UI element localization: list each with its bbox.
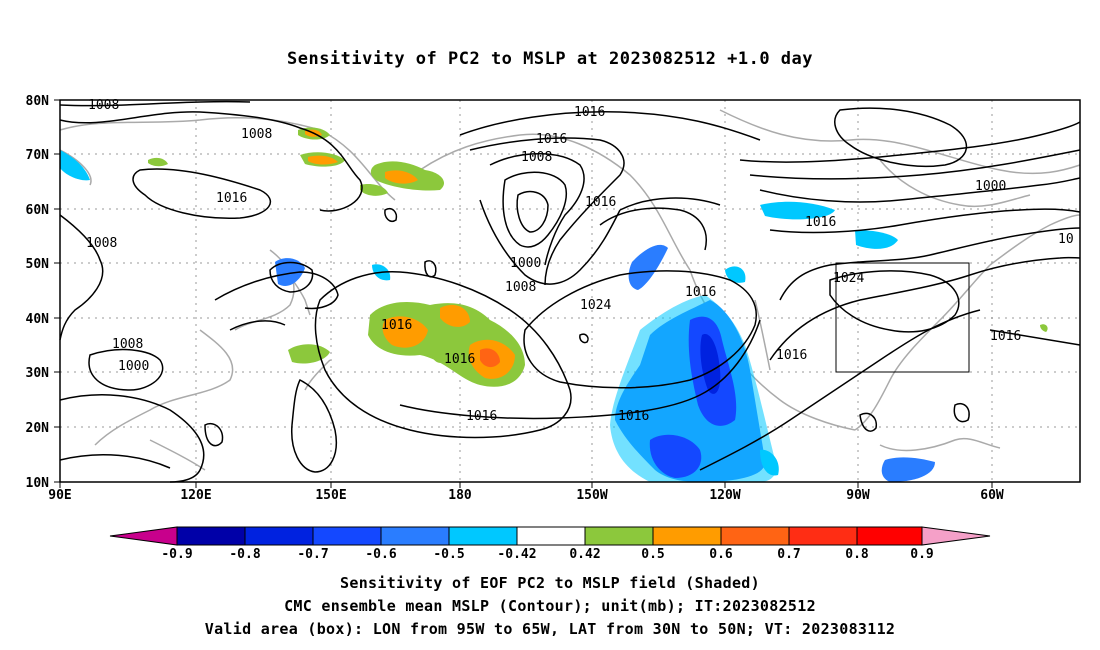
caption-line-2: CMC ensemble mean MSLP (Contour); unit(m…: [284, 597, 816, 615]
contour-label: 1016: [381, 318, 412, 333]
colorbar-label: 0.7: [777, 547, 800, 562]
lat-label: 40N: [26, 312, 50, 327]
contour-label: 1008: [521, 150, 552, 165]
valid-area-box: [835, 262, 970, 373]
contour-label: 1000: [975, 179, 1006, 194]
contour-label: 10: [1058, 232, 1074, 247]
lon-labels: 90E 120E 150E 180 150W 120W 90W 60W: [48, 488, 1004, 503]
negative-sensitivity-areas: [60, 150, 935, 482]
colorbar-label: 0.9: [910, 547, 933, 562]
grid-lines: [60, 100, 1080, 482]
colorbar-label: -0.7: [297, 547, 328, 562]
lon-label: 120E: [180, 488, 211, 503]
colorbar-label: -0.5: [433, 547, 464, 562]
map-title: Sensitivity of PC2 to MSLP at 2023082512…: [286, 49, 813, 69]
colorbar-label: -0.6: [365, 547, 396, 562]
contour-label: 1016: [466, 409, 497, 424]
caption-line-3: Valid area (box): LON from 95W to 65W, L…: [204, 620, 896, 638]
colorbar-label: 0.6: [709, 547, 733, 562]
colorbar-label: -0.42: [497, 547, 536, 562]
contour-label: 1024: [580, 298, 611, 313]
contour-label: 1016: [805, 215, 836, 230]
contour-label: 1008: [241, 127, 272, 142]
contour-label: 1008: [112, 337, 143, 352]
lon-label: 180: [448, 488, 472, 503]
contour-label: 1016: [990, 329, 1021, 344]
contour-label: 1016: [685, 285, 716, 300]
colorbar-swatch: [176, 526, 246, 546]
contour-label: 1016: [216, 191, 247, 206]
colorbar-swatch: [720, 526, 790, 546]
colorbar-label: 0.42: [569, 547, 600, 562]
colorbar-swatch: [652, 526, 722, 546]
lon-label: 60W: [980, 488, 1004, 503]
lat-label: 20N: [26, 421, 50, 436]
map-frame: [59, 99, 1081, 483]
lat-label: 70N: [26, 148, 50, 163]
colorbar-left-arrow: [109, 526, 178, 546]
coastlines: [59, 109, 1081, 471]
colorbar-label: 0.5: [641, 547, 664, 562]
lon-label: 90W: [846, 488, 870, 503]
colorbar-swatch: [584, 526, 654, 546]
lat-label: 50N: [26, 257, 50, 272]
tick-marks: [54, 99, 993, 488]
lat-labels: 80N 70N 60N 50N 40N 30N 20N 10N: [26, 94, 50, 491]
colorbar-label: -0.8: [229, 547, 260, 562]
colorbar-swatch: [244, 526, 314, 546]
colorbar-swatch: [856, 526, 923, 546]
colorbar-swatch: [788, 526, 858, 546]
contour-label: 1008: [88, 98, 119, 113]
colorbar-swatch: [380, 526, 450, 546]
contour-label: 1016: [776, 348, 807, 363]
lat-label: 60N: [26, 203, 50, 218]
contour-label-group: 1008 1008 1016 1008 1016 1016 1008 1016 …: [86, 98, 1074, 424]
contour-label: 1000: [510, 256, 541, 271]
lon-label: 150W: [576, 488, 607, 503]
contour-label: 1016: [444, 352, 475, 367]
lat-label: 10N: [26, 476, 50, 491]
contour-label: 1016: [585, 195, 616, 210]
colorbar: -0.9 -0.8 -0.7 -0.6 -0.5 -0.42 0.42 0.5 …: [109, 526, 991, 562]
lon-label: 120W: [709, 488, 740, 503]
lon-label: 90E: [48, 488, 71, 503]
contour-label: 1000: [118, 359, 149, 374]
colorbar-label: -0.9: [161, 547, 192, 562]
contour-label: 1008: [86, 236, 117, 251]
caption-line-1: Sensitivity of EOF PC2 to MSLP field (Sh…: [340, 574, 760, 592]
colorbar-label: 0.8: [845, 547, 869, 562]
contour-label: 1016: [574, 105, 605, 120]
colorbar-right-arrow: [921, 526, 991, 546]
lon-label: 150E: [315, 488, 346, 503]
colorbar-swatch: [516, 526, 586, 546]
contour-label: 1016: [618, 409, 649, 424]
lat-label: 80N: [26, 94, 50, 109]
colorbar-swatch: [448, 526, 518, 546]
contour-label: 1008: [505, 280, 536, 295]
mslp-contours: [59, 100, 1081, 483]
colorbar-swatch: [312, 526, 382, 546]
contour-label: 1016: [536, 132, 567, 147]
contour-label: 1024: [833, 271, 864, 286]
lat-label: 30N: [26, 366, 50, 381]
